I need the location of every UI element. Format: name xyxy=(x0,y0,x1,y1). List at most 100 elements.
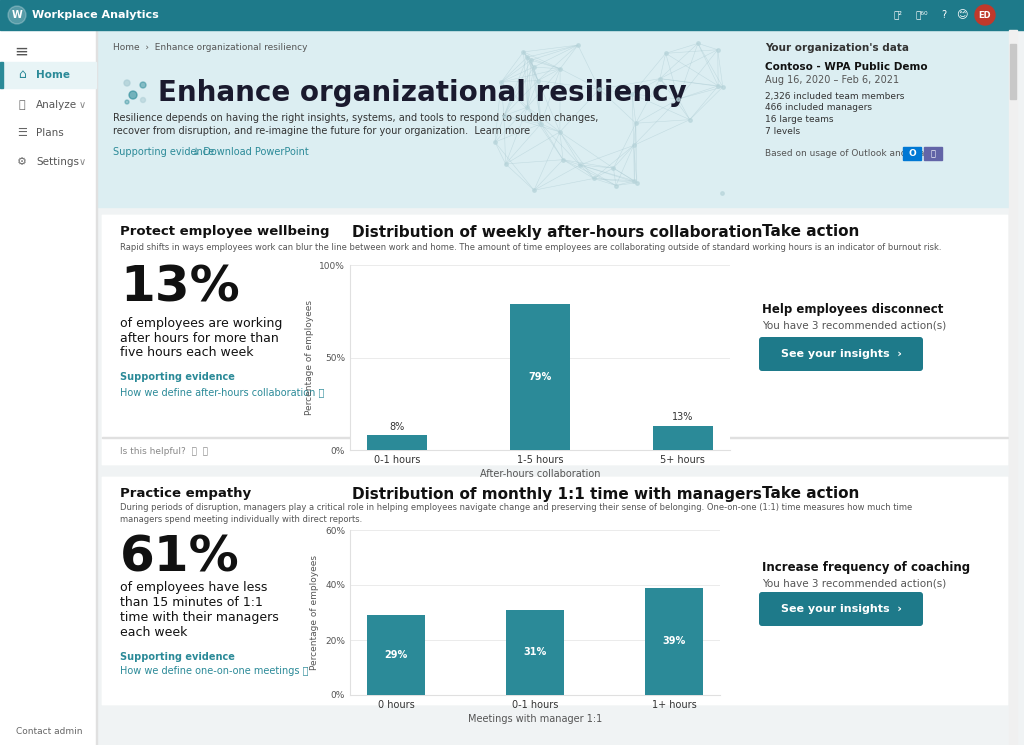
Text: 😊: 😊 xyxy=(956,10,968,20)
Text: 📊: 📊 xyxy=(18,100,26,110)
Text: time with their managers: time with their managers xyxy=(120,610,279,624)
Circle shape xyxy=(125,100,129,104)
Text: 61%: 61% xyxy=(120,533,240,581)
FancyBboxPatch shape xyxy=(102,477,1008,705)
FancyBboxPatch shape xyxy=(759,337,923,371)
Text: W: W xyxy=(11,10,23,20)
Bar xyxy=(367,615,425,695)
Bar xyxy=(368,435,427,450)
Bar xyxy=(652,426,713,450)
Text: Supporting evidence: Supporting evidence xyxy=(113,147,214,157)
Text: 8%: 8% xyxy=(389,422,404,431)
Text: Take action: Take action xyxy=(762,224,859,239)
Text: Help employees disconnect: Help employees disconnect xyxy=(762,303,943,317)
Text: Aug 16, 2020 – Feb 6, 2021: Aug 16, 2020 – Feb 6, 2021 xyxy=(765,75,899,85)
Text: See your insights  ›: See your insights › xyxy=(780,349,901,359)
Text: ≡: ≡ xyxy=(14,43,28,61)
X-axis label: After-hours collaboration: After-hours collaboration xyxy=(480,469,600,479)
Text: Is this helpful?  👍  👎: Is this helpful? 👍 👎 xyxy=(120,446,208,455)
Text: than 15 minutes of 1:1: than 15 minutes of 1:1 xyxy=(120,595,263,609)
Text: ∨: ∨ xyxy=(79,157,86,167)
Text: 2,326 included team members: 2,326 included team members xyxy=(765,92,904,101)
Text: O: O xyxy=(908,150,915,159)
Text: 👥: 👥 xyxy=(931,150,936,159)
Text: Home  ›  Enhance organizational resiliency: Home › Enhance organizational resiliency xyxy=(113,43,307,52)
Circle shape xyxy=(140,98,145,103)
Circle shape xyxy=(8,6,26,24)
Text: Based on usage of Outlook and Teams: Based on usage of Outlook and Teams xyxy=(765,148,938,157)
Text: managers spend meeting individually with direct reports.: managers spend meeting individually with… xyxy=(120,515,362,524)
Text: During periods of disruption, managers play a critical role in helping employees: During periods of disruption, managers p… xyxy=(120,504,912,513)
Text: Settings: Settings xyxy=(36,157,79,167)
Text: Home: Home xyxy=(36,70,70,80)
Circle shape xyxy=(140,82,146,88)
Text: How we define one-on-one meetings ⓘ: How we define one-on-one meetings ⓘ xyxy=(120,666,308,676)
Text: Supporting evidence: Supporting evidence xyxy=(120,652,234,662)
Circle shape xyxy=(124,80,130,86)
Text: Analyze: Analyze xyxy=(36,100,77,110)
Y-axis label: Percentage of employees: Percentage of employees xyxy=(305,300,313,415)
Text: 466 included managers: 466 included managers xyxy=(765,104,872,112)
Text: ED: ED xyxy=(979,10,991,19)
Bar xyxy=(903,147,921,160)
Bar xyxy=(510,304,570,450)
Text: Contact admin: Contact admin xyxy=(16,728,83,737)
Text: of employees have less: of employees have less xyxy=(120,580,267,594)
Text: Plans: Plans xyxy=(36,128,63,138)
Text: ∨: ∨ xyxy=(79,100,86,110)
Circle shape xyxy=(975,5,995,25)
Text: each week: each week xyxy=(120,626,187,638)
Bar xyxy=(1010,44,1016,99)
Text: Workplace Analytics: Workplace Analytics xyxy=(32,10,159,20)
Text: Enhance organizational resiliency: Enhance organizational resiliency xyxy=(158,79,687,107)
Text: ⌂: ⌂ xyxy=(18,69,26,81)
Text: You have 3 recommended action(s): You have 3 recommended action(s) xyxy=(762,578,946,588)
Text: ?: ? xyxy=(941,10,946,20)
Text: five hours each week: five hours each week xyxy=(120,346,254,360)
Text: ↓ Download PowerPoint: ↓ Download PowerPoint xyxy=(193,147,309,157)
Text: Distribution of weekly after-hours collaboration: Distribution of weekly after-hours colla… xyxy=(352,224,763,239)
FancyBboxPatch shape xyxy=(102,215,1008,465)
Text: recover from disruption, and re-imagine the future for your organization.  Learn: recover from disruption, and re-imagine … xyxy=(113,126,530,136)
Text: ☰: ☰ xyxy=(17,128,27,138)
Text: Practice empathy: Practice empathy xyxy=(120,487,251,501)
Text: Supporting evidence: Supporting evidence xyxy=(120,372,234,382)
Bar xyxy=(645,588,703,695)
Text: of employees are working: of employees are working xyxy=(120,317,283,329)
Text: Take action: Take action xyxy=(762,486,859,501)
Bar xyxy=(97,30,1009,207)
Text: 13%: 13% xyxy=(672,412,693,422)
Bar xyxy=(924,147,942,160)
Text: Contoso - WPA Public Demo: Contoso - WPA Public Demo xyxy=(765,62,928,72)
Bar xyxy=(0,0,1024,30)
Text: after hours for more than: after hours for more than xyxy=(120,332,279,344)
Bar xyxy=(0,62,3,88)
Bar xyxy=(0,30,96,745)
Text: 13%: 13% xyxy=(120,263,240,311)
Text: Resilience depends on having the right insights, systems, and tools to respond t: Resilience depends on having the right i… xyxy=(113,113,598,123)
Text: See your insights  ›: See your insights › xyxy=(780,604,901,614)
Text: Protect employee wellbeing: Protect employee wellbeing xyxy=(120,226,330,238)
Text: 7 levels: 7 levels xyxy=(765,127,800,136)
Text: 79%: 79% xyxy=(528,372,552,382)
Bar xyxy=(0,62,96,88)
Text: 29%: 29% xyxy=(384,650,408,660)
Text: 🔔²: 🔔² xyxy=(894,10,902,19)
X-axis label: Meetings with manager 1:1: Meetings with manager 1:1 xyxy=(468,714,602,724)
Text: ⚙: ⚙ xyxy=(17,157,27,167)
FancyBboxPatch shape xyxy=(759,592,923,626)
Y-axis label: Percentage of employees: Percentage of employees xyxy=(310,555,319,670)
Circle shape xyxy=(129,91,137,99)
Text: 31%: 31% xyxy=(523,647,547,657)
Text: Your organization's data: Your organization's data xyxy=(765,43,909,53)
Bar xyxy=(1009,30,1017,745)
Text: Rapid shifts in ways employees work can blur the line between work and home. The: Rapid shifts in ways employees work can … xyxy=(120,243,941,252)
Text: How we define after-hours collaboration ⓘ: How we define after-hours collaboration … xyxy=(120,387,325,397)
Text: 💬⁶⁰: 💬⁶⁰ xyxy=(915,10,929,19)
Bar xyxy=(506,609,564,695)
Text: You have 3 recommended action(s): You have 3 recommended action(s) xyxy=(762,321,946,331)
Text: Increase frequency of coaching: Increase frequency of coaching xyxy=(762,560,970,574)
Text: Distribution of monthly 1:1 time with managers: Distribution of monthly 1:1 time with ma… xyxy=(352,486,762,501)
Text: 39%: 39% xyxy=(663,636,686,647)
Text: 16 large teams: 16 large teams xyxy=(765,115,834,124)
